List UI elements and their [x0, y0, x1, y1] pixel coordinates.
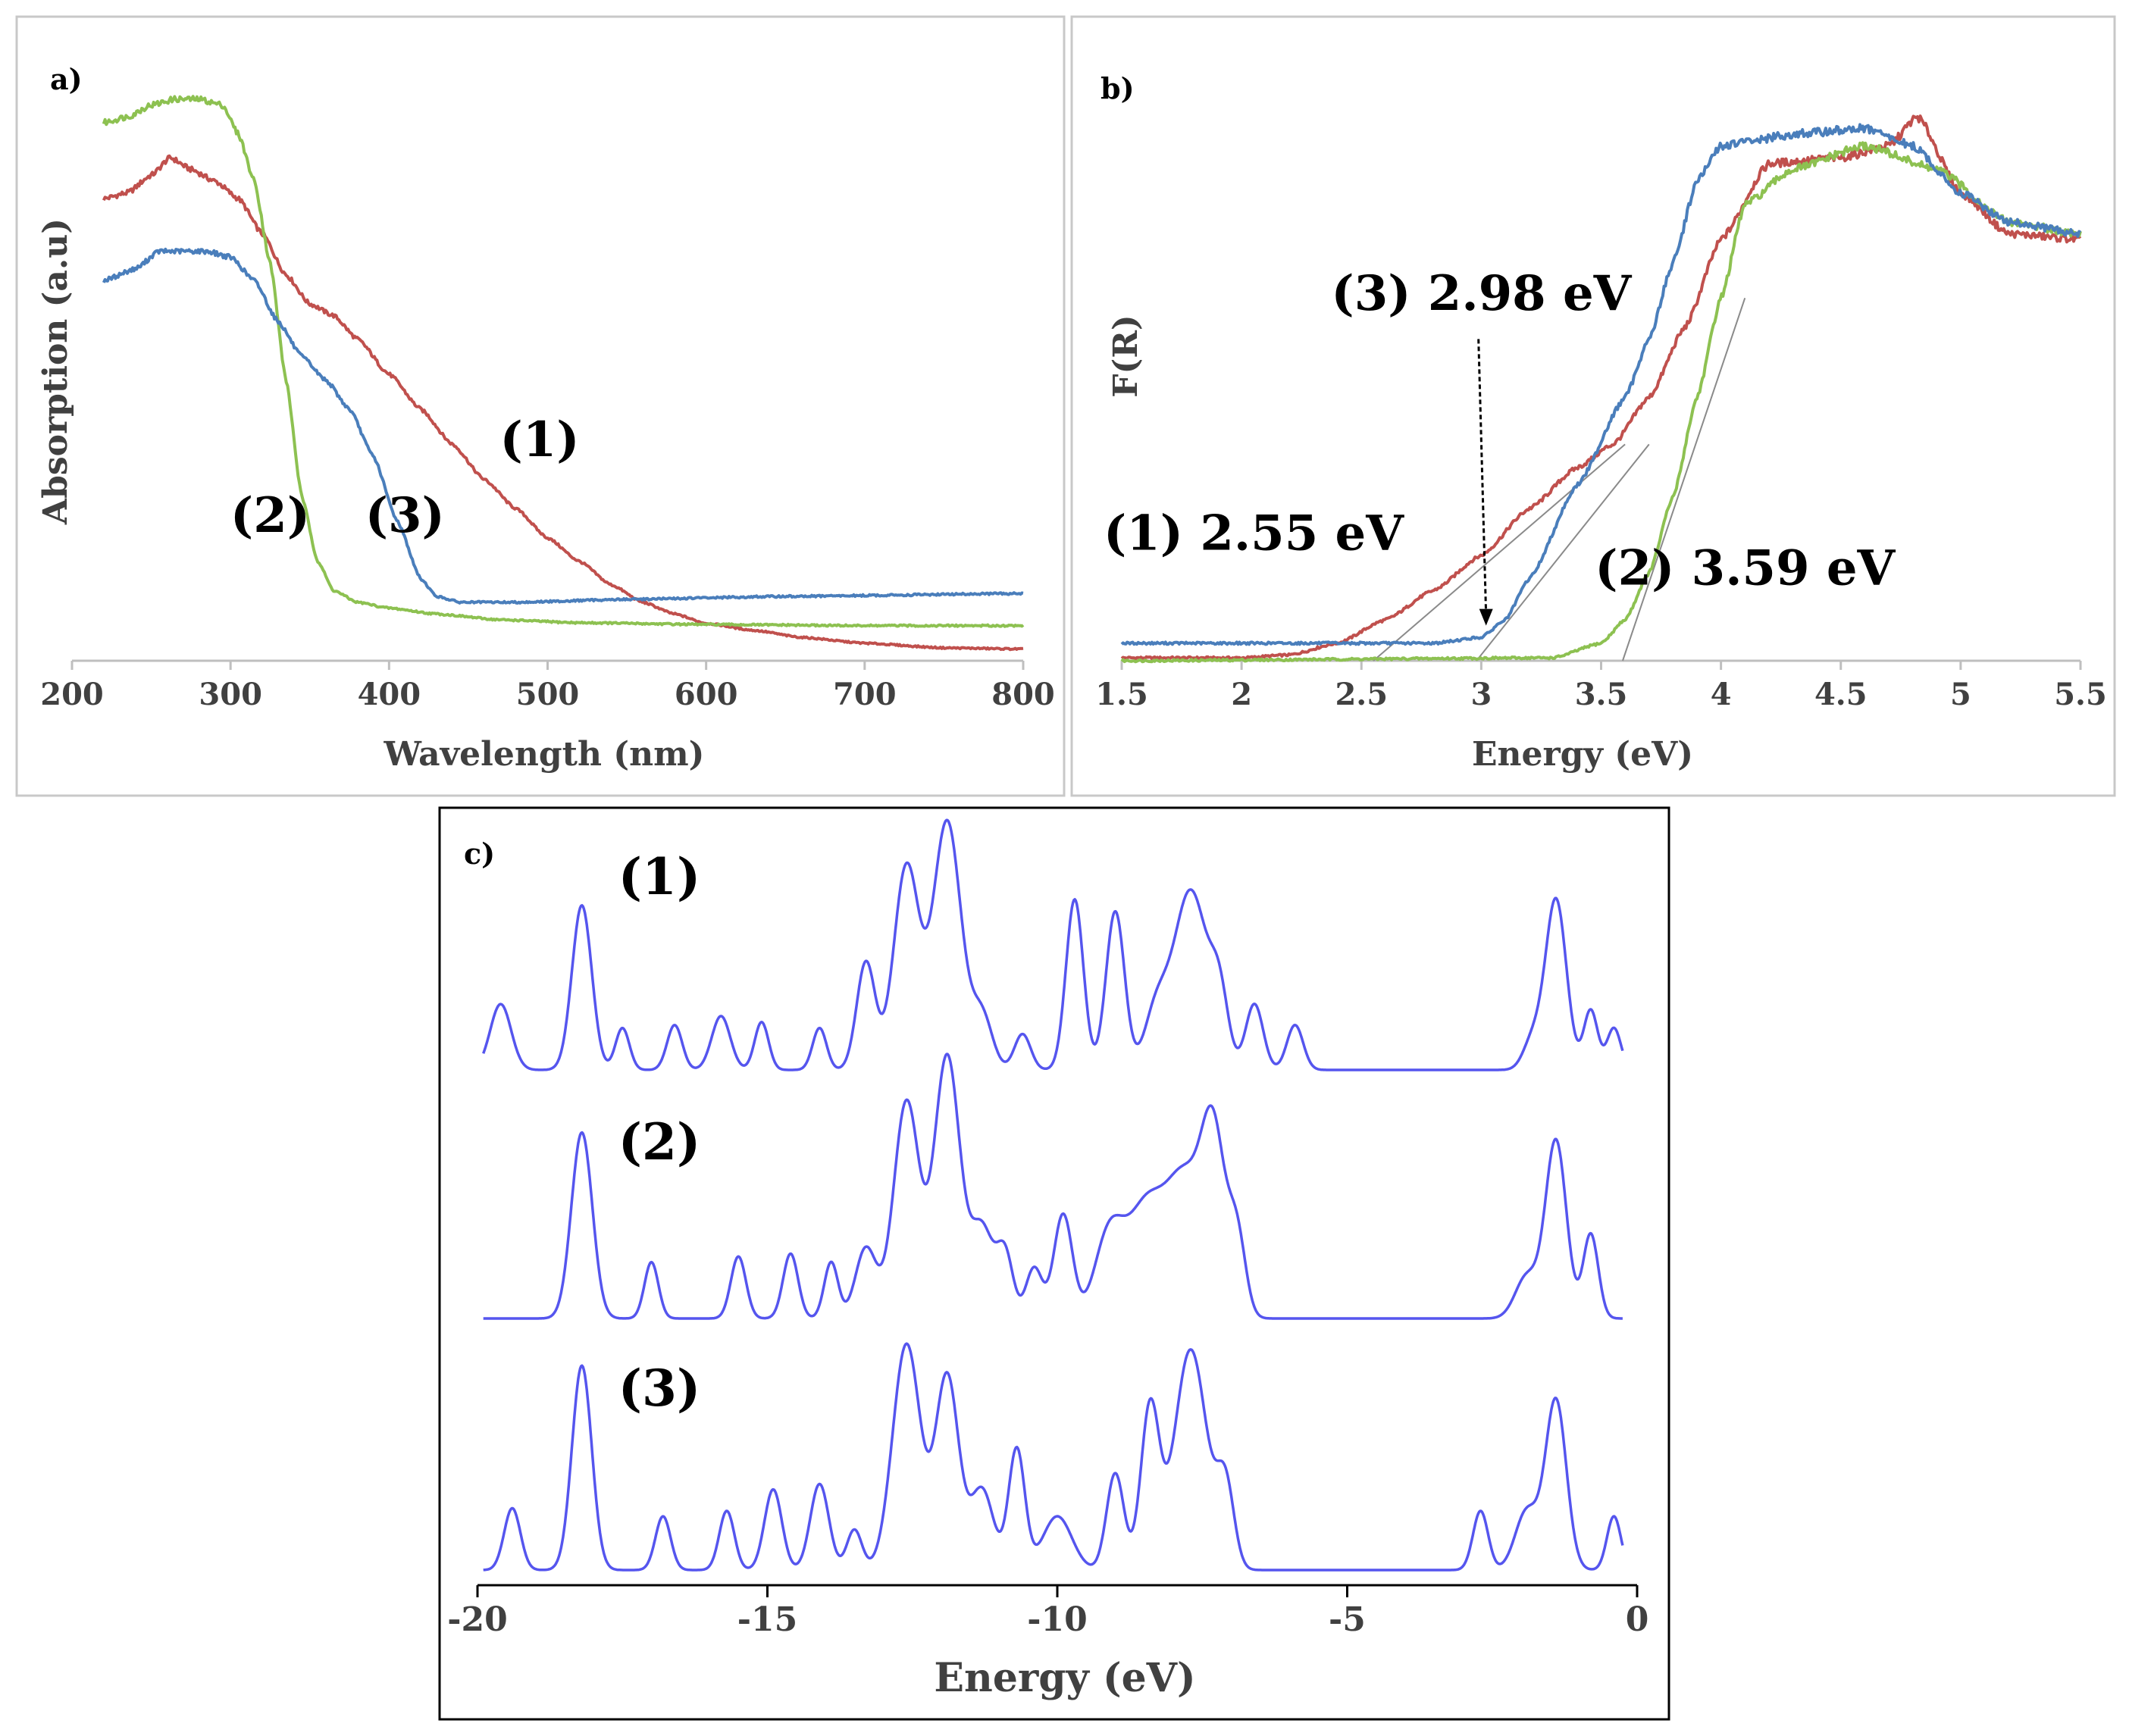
plot-a-tick-label: 700 — [833, 677, 897, 712]
plot-c-series-1 — [482, 818, 1624, 1071]
plot-b-arrow-head — [1479, 608, 1493, 626]
plot-b-tick-label: 3.5 — [1575, 677, 1628, 712]
panel-c-label: c) — [464, 837, 495, 871]
plot-c-tick-label: -20 — [447, 1600, 508, 1639]
plot-b-tick-label: 5.5 — [2054, 677, 2107, 712]
plot-c-tick-label: -10 — [1027, 1600, 1088, 1639]
plot-b-tick-label: 4 — [1711, 677, 1732, 712]
plot-b-tangent-1 — [1373, 443, 1626, 662]
plot-b-annotation: (2) 3.59 eV — [1595, 540, 1896, 597]
plot-c-tick-label: 0 — [1626, 1600, 1649, 1639]
plot-c-tick-label: -15 — [737, 1600, 798, 1639]
plot-c-xlabel: Energy (eV) — [934, 1655, 1195, 1701]
panel-a-label: a) — [50, 62, 83, 96]
plot-a-tick-label: 800 — [991, 677, 1055, 712]
plot-a-series-3 — [102, 247, 1024, 605]
panel-b-label: b) — [1101, 71, 1135, 105]
plot-b-tick-label: 5 — [1950, 677, 1971, 712]
plot-a-tick-label: 200 — [40, 677, 104, 712]
plot-b-series-1 — [1120, 114, 2082, 661]
plot-a-annotation: (3) — [365, 487, 445, 544]
plot-c-annotation: (2) — [618, 1112, 700, 1171]
plot-a-tick-label: 600 — [675, 677, 738, 712]
plot-b-annotation: (1) 2.55 eV — [1104, 505, 1404, 561]
plot-a: 200 300 400 500 600 700 800 (1) (2) (3) — [40, 95, 1055, 712]
plot-c: -20 -15 -10 -5 0 (1) (2) (3) — [447, 818, 1649, 1639]
plot-a-annotation: (2) — [230, 487, 310, 544]
plot-a-tick-label: 300 — [199, 677, 262, 712]
plot-a-ylabel: Absorption (a.u) — [36, 218, 75, 525]
plot-b-tick-label: 2 — [1231, 677, 1252, 712]
plot-a-tick-label: 400 — [358, 677, 421, 712]
plot-b-xlabel: Energy (eV) — [1472, 735, 1693, 774]
plot-b-ylabel: F(R) — [1107, 314, 1145, 397]
plot-b-tick-label: 4.5 — [1814, 677, 1868, 712]
plot-c-series-3 — [483, 1342, 1624, 1572]
plot-b: 1.5 2 2.5 3 3.5 4 4.5 5 5.5 (3) 2.98 eV (1) 2.55 e… — [1095, 114, 2107, 712]
plot-c-annotation: (1) — [618, 847, 700, 906]
plot-b-tick-label: 1.5 — [1095, 677, 1148, 712]
panel-b-frame — [1070, 15, 2116, 797]
plot-b-tick-label: 3 — [1470, 677, 1492, 712]
plot-a-tick-label: 500 — [516, 677, 580, 712]
plot-a-series-1 — [102, 154, 1024, 652]
plot-c-series-2 — [483, 1053, 1623, 1320]
plot-c-tick-label: -5 — [1329, 1600, 1366, 1639]
plot-a-series-2 — [102, 95, 1025, 628]
plot-b-tangent-3 — [1476, 443, 1650, 662]
panel-a-frame — [15, 15, 1066, 797]
plot-a-annotation: (1) — [499, 411, 579, 468]
plot-b-series-2 — [1120, 141, 2082, 664]
panel-c-frame — [438, 806, 1670, 1721]
plot-b-annotation: (3) 2.98 eV — [1331, 265, 1632, 322]
plot-b-series-3 — [1120, 123, 2082, 646]
plot-b-tick-label: 2.5 — [1335, 677, 1388, 712]
plot-b-arrow-shaft — [1477, 339, 1488, 615]
plot-b-tangent-2 — [1622, 298, 1746, 662]
plot-c-annotation: (3) — [618, 1359, 700, 1418]
plot-a-xlabel: Wavelength (nm) — [384, 735, 705, 774]
